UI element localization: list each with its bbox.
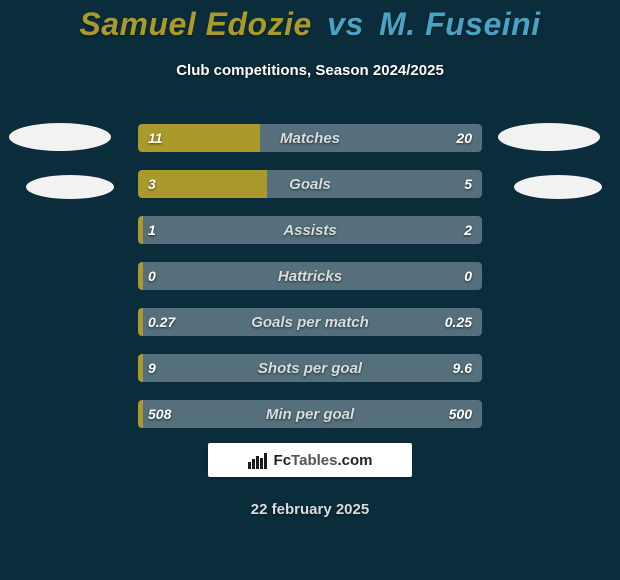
stat-label: Min per goal <box>138 400 482 428</box>
stat-bars: 1120Matches 35Goals 12Assists 00Hattricks 0.… <box>138 124 482 446</box>
stat-row: 508500Min per goal <box>138 400 482 428</box>
comparison-infographic: Samuel Edozie vs M. Fuseini Club competi… <box>0 0 620 580</box>
title: Samuel Edozie vs M. Fuseini <box>0 6 620 43</box>
subtitle: Club competitions, Season 2024/2025 <box>0 62 620 79</box>
stat-label: Matches <box>138 124 482 152</box>
stat-row: 00Hattricks <box>138 262 482 290</box>
stat-row: 0.270.25Goals per match <box>138 308 482 336</box>
stat-label: Goals per match <box>138 308 482 336</box>
stat-label: Shots per goal <box>138 354 482 382</box>
date: 22 february 2025 <box>0 501 620 518</box>
stat-row: 12Assists <box>138 216 482 244</box>
shadow-ellipse <box>498 123 600 151</box>
logo-dotcom: .com <box>337 452 372 469</box>
shadow-ellipse <box>9 123 111 151</box>
stat-label: Assists <box>138 216 482 244</box>
shadow-ellipse <box>26 175 114 199</box>
stat-label: Goals <box>138 170 482 198</box>
shadow-ellipse <box>514 175 602 199</box>
stat-row: 1120Matches <box>138 124 482 152</box>
bar-chart-icon <box>248 451 268 469</box>
logo-tables: Tables <box>291 452 337 469</box>
fctables-logo: FcTables.com <box>208 443 412 477</box>
logo-text: FcTables.com <box>274 452 373 469</box>
title-vs: vs <box>327 6 364 42</box>
stat-label: Hattricks <box>138 262 482 290</box>
player1-name: Samuel Edozie <box>79 6 311 42</box>
stat-row: 99.6Shots per goal <box>138 354 482 382</box>
stat-row: 35Goals <box>138 170 482 198</box>
player2-name: M. Fuseini <box>379 6 540 42</box>
logo-fc: Fc <box>274 452 292 469</box>
